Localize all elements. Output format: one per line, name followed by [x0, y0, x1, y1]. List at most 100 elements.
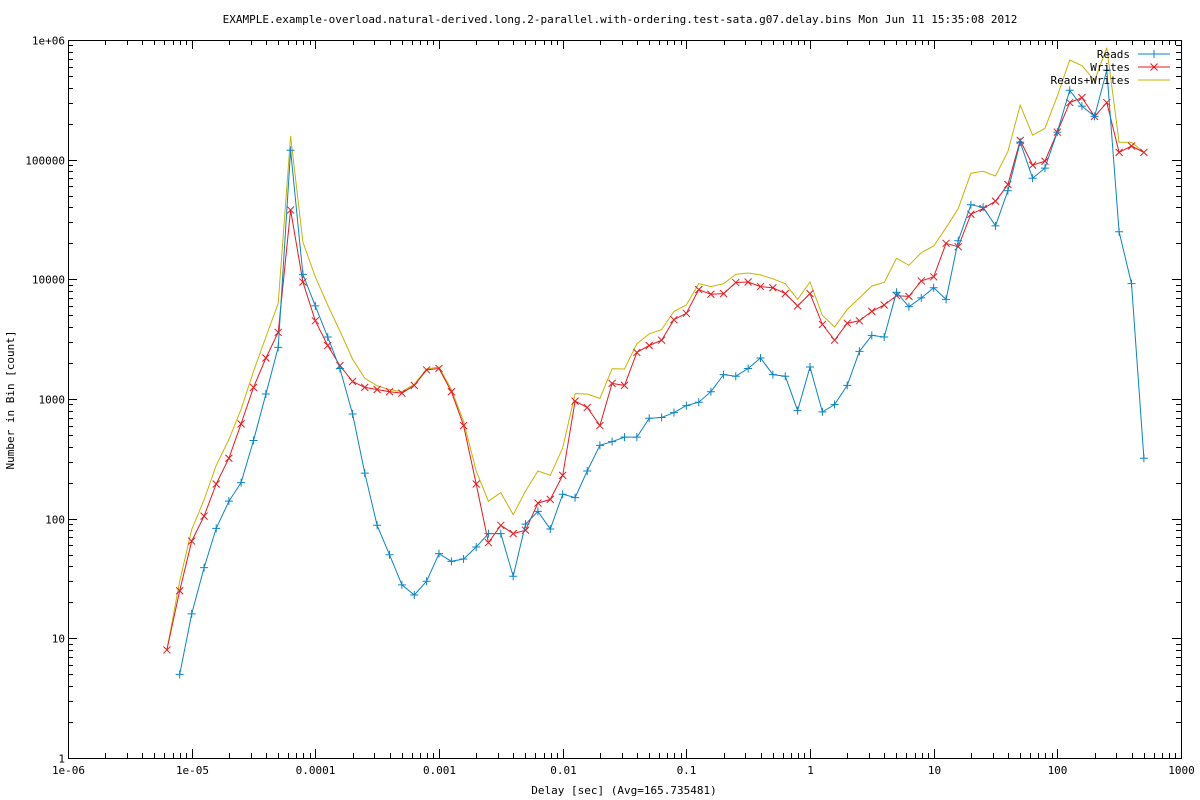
- data-point-reads: [410, 591, 419, 600]
- data-point-reads: [1065, 86, 1074, 95]
- data-point-writes: [187, 537, 196, 545]
- data-point-writes: [830, 336, 839, 345]
- data-point-reads: [212, 524, 221, 533]
- series-line-reads-writes: [166, 47, 1145, 650]
- data-point-reads: [979, 203, 988, 212]
- data-point-reads: [397, 580, 406, 589]
- data-point-reads: [632, 433, 641, 442]
- data-point-writes: [571, 397, 579, 405]
- data-point-writes: [261, 354, 270, 362]
- series-reads: [175, 66, 1148, 679]
- data-point-reads: [546, 524, 555, 533]
- data-point-reads: [608, 437, 617, 446]
- x-axis-label: Delay [sec] (Avg=165.735481): [531, 784, 716, 797]
- data-point-reads: [311, 301, 320, 310]
- y-tick-label: 1e+06: [32, 35, 65, 48]
- data-point-reads: [558, 490, 567, 499]
- data-point-writes: [484, 538, 493, 547]
- data-point-writes: [1140, 148, 1148, 157]
- data-point-reads: [1139, 454, 1148, 463]
- data-point-reads: [175, 670, 184, 679]
- legend-marker-writes: [1150, 63, 1158, 71]
- x-tick-label: 10: [928, 764, 941, 777]
- data-point-reads: [1115, 227, 1124, 236]
- data-point-reads: [867, 331, 876, 340]
- data-point-writes: [534, 499, 542, 507]
- data-point-writes: [645, 341, 654, 350]
- data-point-reads: [1077, 102, 1086, 111]
- data-point-reads: [744, 364, 753, 373]
- data-point-reads: [830, 400, 839, 409]
- data-point-reads: [1127, 279, 1136, 288]
- data-point-reads: [237, 478, 246, 487]
- data-point-reads: [694, 398, 703, 407]
- y-axis-label: Number in Bin [count]: [4, 330, 17, 469]
- data-point-reads: [880, 332, 889, 341]
- data-point-reads: [360, 469, 369, 478]
- data-point-writes: [175, 586, 184, 595]
- data-point-reads: [1090, 112, 1099, 121]
- data-point-writes: [348, 377, 357, 386]
- data-point-reads: [348, 409, 357, 418]
- series-reads-writes: [166, 47, 1145, 650]
- data-point-writes: [1127, 142, 1136, 150]
- data-point-reads: [496, 529, 505, 538]
- x-tick-label: 1: [807, 764, 814, 777]
- data-point-writes: [694, 285, 703, 294]
- data-point-writes: [917, 277, 926, 285]
- data-point-writes: [385, 387, 394, 396]
- data-point-writes: [929, 272, 938, 281]
- data-point-writes: [719, 289, 728, 298]
- data-point-writes: [596, 421, 604, 430]
- data-point-reads: [335, 364, 344, 373]
- data-point-writes: [360, 383, 369, 392]
- data-point-writes: [237, 419, 245, 428]
- data-point-reads: [942, 295, 951, 304]
- data-point-reads: [843, 381, 852, 390]
- data-point-writes: [558, 471, 567, 480]
- data-point-reads: [620, 433, 629, 442]
- data-point-writes: [1115, 148, 1123, 157]
- data-point-writes: [905, 292, 913, 301]
- data-point-reads: [435, 549, 443, 558]
- data-point-reads: [855, 347, 864, 356]
- data-point-writes: [880, 301, 889, 309]
- axis-ticks: 1e-06 1e-05 0.0001 0.001 0.01 0.1 1 10 100 1000 1 1…: [25, 35, 1195, 778]
- data-point-reads: [1053, 128, 1062, 137]
- data-point-writes: [682, 309, 691, 318]
- y-tick-label: 100: [45, 514, 65, 527]
- data-point-reads: [1028, 174, 1037, 183]
- data-point-writes: [212, 480, 221, 488]
- data-point-reads: [1003, 186, 1012, 195]
- data-point-writes: [410, 381, 419, 390]
- data-point-reads: [298, 270, 307, 279]
- data-point-reads: [373, 521, 382, 530]
- data-point-writes: [459, 421, 468, 430]
- data-point-writes: [657, 336, 666, 345]
- data-point-reads: [323, 332, 332, 341]
- x-tick-label: 1e-05: [176, 764, 209, 777]
- data-point-reads: [521, 520, 530, 529]
- data-point-reads: [187, 609, 196, 618]
- y-tick-label: 1: [58, 753, 65, 766]
- data-point-reads: [224, 497, 233, 506]
- data-point-writes: [435, 364, 443, 373]
- data-point-writes: [781, 289, 790, 298]
- data-point-reads: [583, 467, 592, 476]
- data-point-writes: [670, 315, 678, 324]
- data-point-reads: [472, 542, 481, 551]
- plot-frame: [68, 40, 1182, 759]
- data-point-reads: [917, 293, 926, 302]
- data-point-reads: [422, 577, 431, 586]
- data-point-reads: [781, 372, 790, 381]
- data-point-reads: [385, 550, 394, 559]
- series-layer: [163, 47, 1148, 679]
- data-point-reads: [682, 401, 691, 410]
- x-tick-label: 0.0001: [296, 764, 336, 777]
- data-point-writes: [163, 646, 171, 654]
- data-point-reads: [706, 387, 715, 396]
- data-point-reads: [731, 372, 740, 381]
- data-point-writes: [769, 283, 777, 292]
